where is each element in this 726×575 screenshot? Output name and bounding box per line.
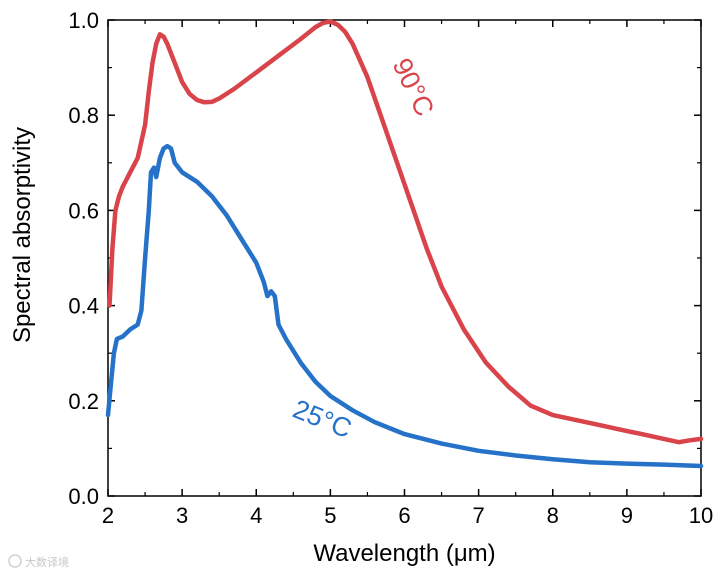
watermark: 大数译境 [8, 554, 69, 569]
y-tick-label: 0.4 [68, 294, 99, 319]
x-tick-label: 4 [250, 503, 262, 528]
y-tick-label: 1.0 [68, 8, 99, 33]
x-tick-label: 6 [398, 503, 410, 528]
x-axis-title: Wavelength (μm) [313, 540, 495, 567]
series-line-25c [105, 143, 704, 469]
x-axis-ticks: 2 3 4 5 6 7 8 9 10 [102, 20, 713, 528]
series-label-90c: 90°C [387, 53, 440, 120]
y-tick-label: 0.8 [68, 103, 99, 128]
series-layer [105, 19, 704, 469]
x-tick-label: 5 [324, 503, 336, 528]
x-tick-label: 3 [176, 503, 188, 528]
x-tick-label: 10 [689, 503, 713, 528]
y-tick-label: 0.2 [68, 389, 99, 414]
watermark-text: 大数译境 [25, 555, 69, 569]
y-axis-title: Spectral absorptivity [9, 127, 36, 343]
series-line-90c [107, 19, 704, 445]
watermark-logo-icon [8, 554, 22, 568]
y-tick-label: 0.6 [68, 198, 99, 223]
y-axis-ticks: 0.0 0.2 0.4 0.6 0.8 1.0 [68, 8, 701, 509]
x-tick-label: 2 [102, 503, 114, 528]
series-label-25c: 25°C [289, 394, 356, 444]
x-tick-label: 7 [473, 503, 485, 528]
y-tick-label: 0.0 [68, 484, 99, 509]
x-tick-label: 8 [547, 503, 559, 528]
x-tick-label: 9 [621, 503, 633, 528]
